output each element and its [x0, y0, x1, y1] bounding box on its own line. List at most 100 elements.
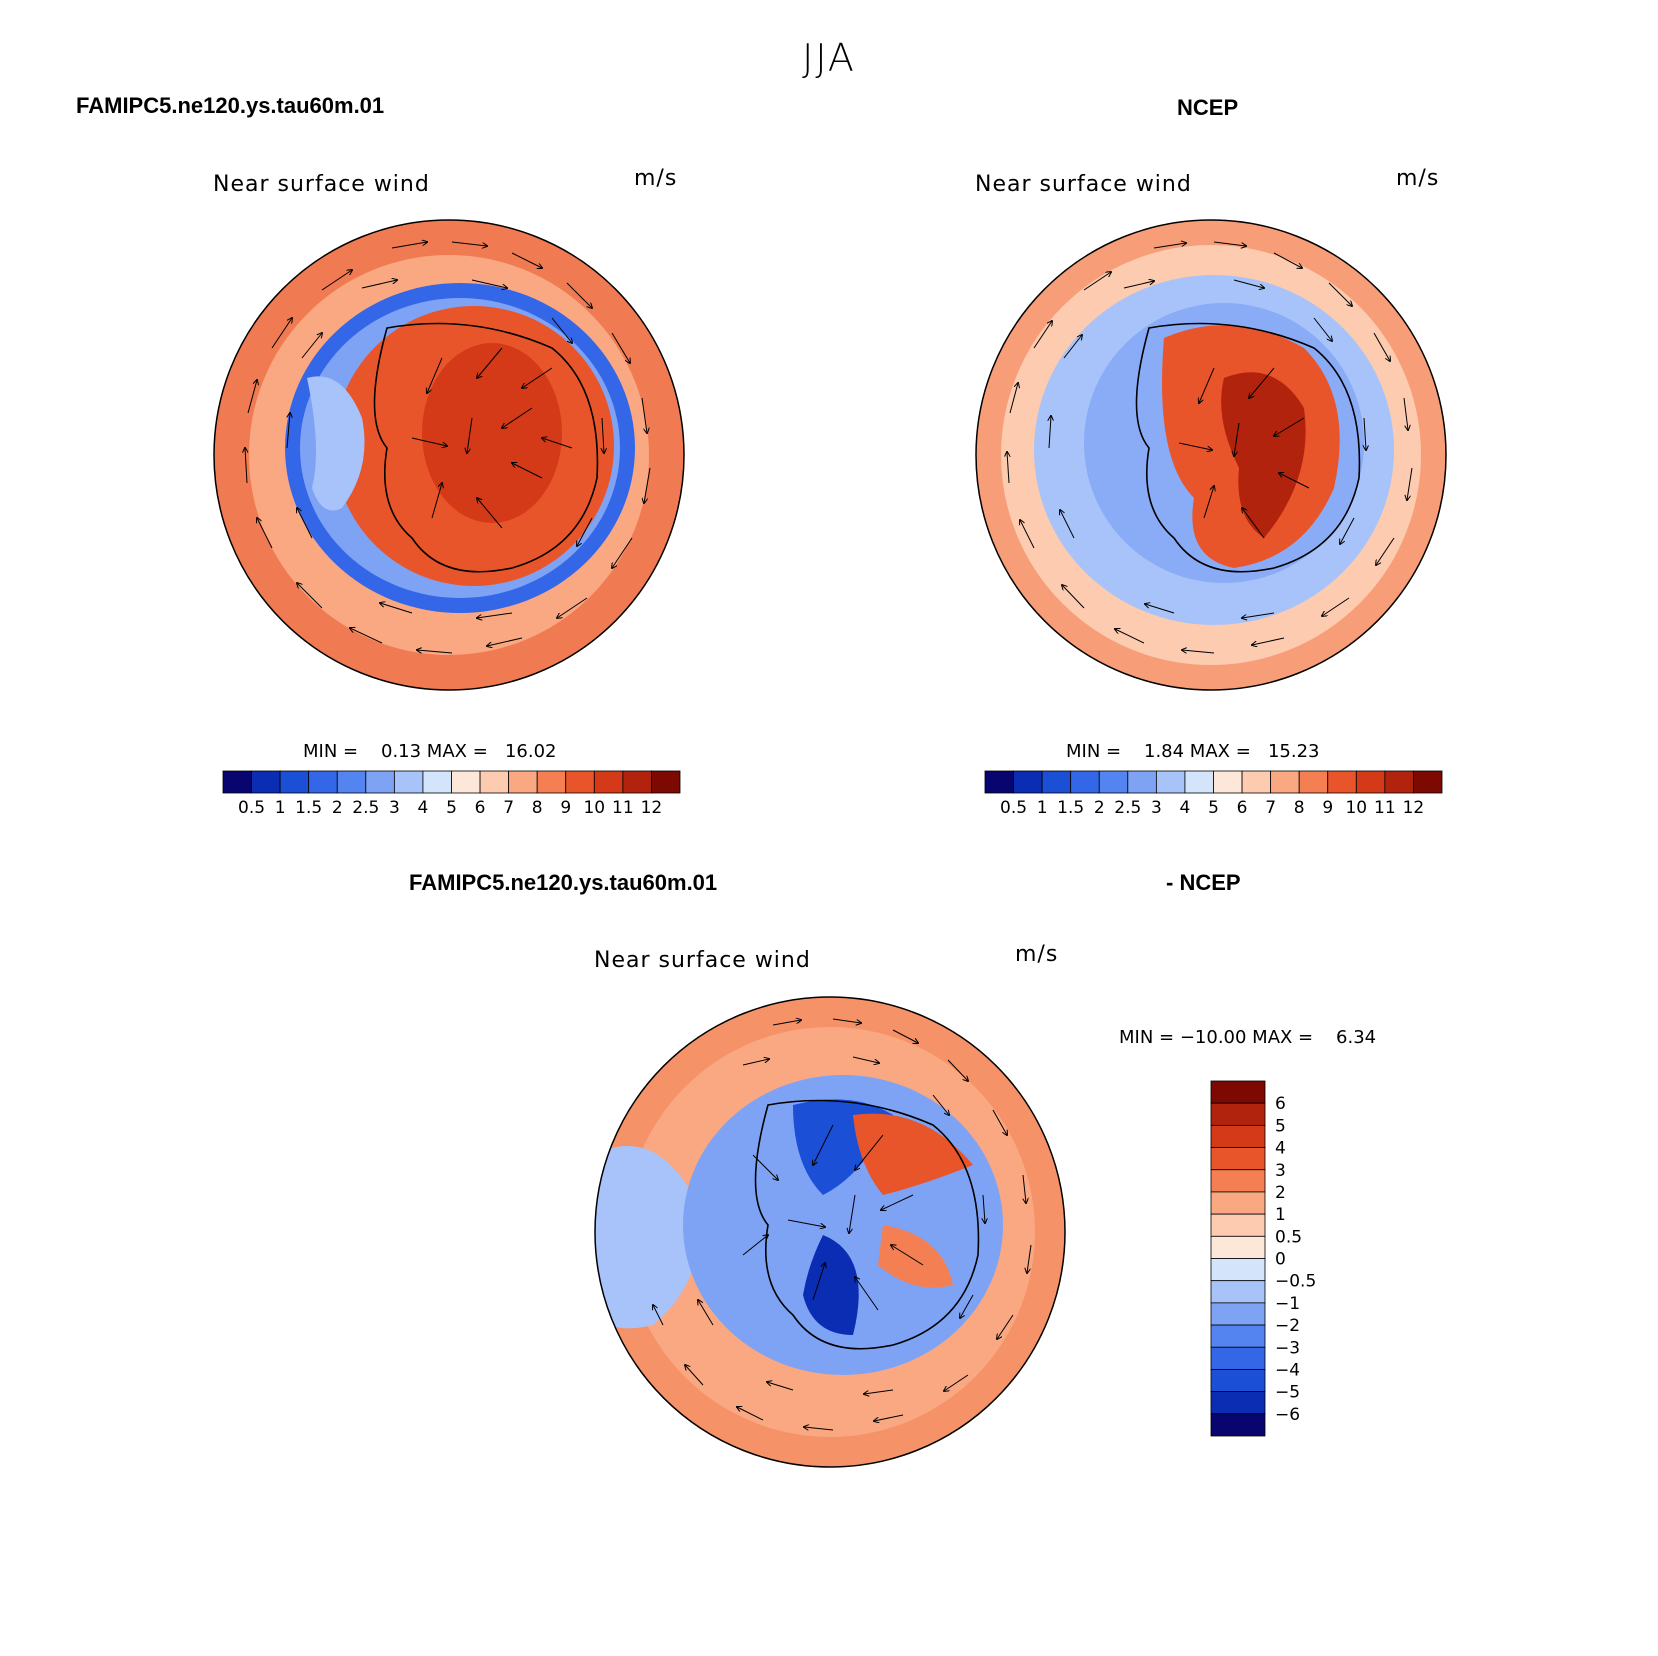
diff-colorbar-tick-label: 5 [1275, 1116, 1286, 1136]
model-colorbar-swatch [479, 770, 510, 794]
obs-colorbar-swatch [1041, 770, 1072, 794]
model-colorbar-swatch [422, 770, 452, 794]
obs-colorbar-tick-label: 1.5 [1057, 798, 1084, 818]
diff-colorbar-tick-label: −3 [1275, 1338, 1300, 1358]
diff-colorbar-tick-label: −1 [1275, 1294, 1300, 1314]
diff-colorbar-swatch [1210, 1102, 1266, 1126]
obs-colorbar-tick-label: 2 [1094, 798, 1105, 818]
model-colorbar-tick-label: 0.5 [238, 798, 265, 818]
model-colorbar-swatch [622, 770, 652, 794]
diff-colorbar-swatch [1210, 1391, 1266, 1415]
diff-colorbar-tick-label: 1 [1275, 1205, 1286, 1225]
obs-colorbar-swatch [1155, 770, 1186, 794]
model-colorbar-tick-label: 3 [389, 798, 400, 818]
obs-colorbar-swatch [1384, 770, 1414, 794]
obs-coastline [1135, 322, 1361, 573]
model-colorbar-tick-label: 1 [275, 798, 286, 818]
obs-colorbar-tick-label: 8 [1294, 798, 1305, 818]
model-continent-core [422, 343, 562, 523]
obs-colorbar-tick-label: 4 [1180, 798, 1191, 818]
model-colorbar-swatch [536, 770, 567, 794]
diff-colorbar-tick-label: −6 [1275, 1405, 1300, 1425]
obs-colorbar-swatch [1070, 770, 1100, 794]
model-colorbar-tick-label: 2.5 [352, 798, 379, 818]
obs-colorbar-swatch [1241, 770, 1272, 794]
diff-colorbar-swatch [1210, 1280, 1266, 1304]
diff-wind-vectors [653, 1019, 1032, 1430]
diff-map-boundary [594, 996, 1066, 1468]
diff-panel-units: m/s [1015, 942, 1059, 967]
diff-panel-subtitle: Near surface wind [594, 948, 811, 973]
diff-colorbar-swatch [1210, 1191, 1266, 1215]
model-colorbar-tick-label: 4 [418, 798, 429, 818]
diff-negative-core-2 [803, 1235, 859, 1335]
obs-map-boundary [975, 219, 1447, 691]
model-colorbar-swatch [393, 770, 424, 794]
diff-colorbar-tick-label: −2 [1275, 1316, 1300, 1336]
obs-colorbar-swatch [1298, 770, 1329, 794]
model-polar-map [213, 219, 685, 691]
diff-positive-core-1 [853, 1113, 973, 1195]
obs-colorbar-swatch [1413, 770, 1443, 794]
diff-colorbar-swatch [1210, 1346, 1266, 1370]
model-panel-units: m/s [634, 166, 678, 191]
model-colorbar-tick-label: 10 [583, 798, 605, 818]
obs-colorbar-tick-label: 7 [1265, 798, 1276, 818]
model-colorbar-tick-label: 12 [641, 798, 663, 818]
model-colorbar-tick-label: 1.5 [295, 798, 322, 818]
obs-case-title: NCEP [1177, 95, 1239, 120]
obs-colorbar-swatch [1270, 770, 1300, 794]
diff-colorbar-swatch [1210, 1080, 1266, 1104]
model-colorbar-swatch [279, 770, 310, 794]
obs-polar-map [975, 219, 1447, 691]
obs-continent-core [1221, 372, 1306, 538]
obs-colorbar-swatch [984, 770, 1014, 794]
diff-minmax: MIN = −10.00 MAX = 6.34 [1119, 1027, 1377, 1048]
obs-colorbar-swatch [1184, 770, 1214, 794]
obs-wind-vectors [1007, 242, 1413, 654]
model-case-title: FAMIPC5.ne120.ys.tau60m.01 [76, 93, 385, 118]
diff-colorbar-tick-label: −4 [1275, 1360, 1300, 1380]
model-colorbar-swatch [565, 770, 595, 794]
obs-colorbar-tick-label: 3 [1151, 798, 1162, 818]
model-colorbar-tick-label: 6 [475, 798, 486, 818]
diff-colorbar-tick-label: 3 [1275, 1161, 1286, 1181]
diff-colorbar-tick-label: 2 [1275, 1183, 1286, 1203]
model-colorbar-swatch [365, 770, 395, 794]
obs-colorbar-tick-label: 0.5 [1000, 798, 1027, 818]
obs-colorbar-swatch [1098, 770, 1129, 794]
diff-colorbar-tick-label: 4 [1275, 1139, 1286, 1159]
diff-colorbar-tick-label: −5 [1275, 1383, 1300, 1403]
obs-colorbar-swatch [1213, 770, 1243, 794]
diff-polar-map [594, 996, 1066, 1468]
diff-colorbar-tick-label: 6 [1275, 1094, 1286, 1114]
model-coastline [373, 322, 599, 573]
model-colorbar-tick-label: 8 [532, 798, 543, 818]
diff-colorbar-swatch [1210, 1258, 1266, 1282]
model-colorbar-tick-label: 7 [503, 798, 514, 818]
obs-panel-units: m/s [1396, 166, 1440, 191]
model-colorbar-swatch [593, 770, 624, 794]
model-colorbar-swatch [308, 770, 338, 794]
diff-colorbar-swatch [1210, 1213, 1266, 1237]
model-colorbar: 0.5 1 1.5 2 2.5 3 4 5 6 7 8 9 10 11 12 [222, 770, 681, 818]
diff-colorbar-tick-label: 0 [1275, 1250, 1286, 1270]
model-panel-subtitle: Near surface wind [213, 172, 430, 197]
model-colorbar-swatch [336, 770, 367, 794]
diff-west-negative-region [595, 1146, 698, 1329]
diff-colorbar-swatch [1210, 1413, 1266, 1437]
diff-colorbar-swatch [1210, 1124, 1266, 1148]
model-colorbar-swatch [251, 770, 281, 794]
diff-positive-core-2 [878, 1225, 953, 1288]
obs-colorbar-swatch [1013, 770, 1043, 794]
model-minmax: MIN = 0.13 MAX = 16.02 [303, 741, 557, 762]
diff-colorbar-swatch [1210, 1169, 1266, 1193]
obs-colorbar-swatch [1355, 770, 1386, 794]
obs-panel-subtitle: Near surface wind [975, 172, 1192, 197]
obs-colorbar: 0.5 1 1.5 2 2.5 3 4 5 6 7 8 9 10 11 12 [984, 770, 1443, 818]
diff-colorbar-swatch [1210, 1324, 1266, 1348]
model-colorbar-swatch [222, 770, 252, 794]
model-colorbar-swatch [508, 770, 538, 794]
obs-colorbar-tick-label: 2.5 [1114, 798, 1141, 818]
